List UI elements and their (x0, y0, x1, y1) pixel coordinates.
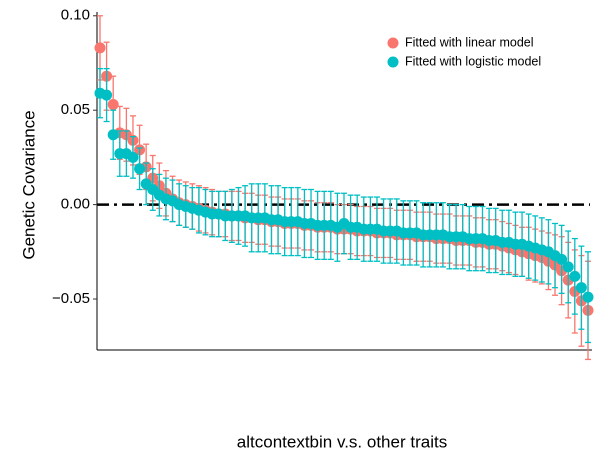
point (569, 270, 581, 282)
legend-marker (387, 37, 399, 49)
point (107, 129, 119, 141)
legend-label: Fitted with linear model (405, 35, 534, 49)
legend-marker (387, 56, 399, 68)
legend-label: Fitted with logistic model (405, 54, 541, 68)
x-axis-title: altcontextbin v.s. other traits (237, 432, 447, 451)
y-tick-label: 0.00 (61, 196, 90, 213)
point (107, 99, 119, 111)
y-tick-label: −0.05 (52, 290, 90, 307)
point (127, 151, 139, 163)
y-tick-label: 0.10 (61, 7, 90, 24)
point (94, 42, 106, 54)
point (101, 89, 113, 101)
point (575, 282, 587, 294)
y-axis-title: Genetic Covariance (19, 110, 38, 259)
y-tick-label: 0.05 (61, 101, 90, 118)
point (556, 253, 568, 265)
point (562, 261, 574, 273)
point (134, 163, 146, 175)
point (582, 291, 594, 303)
